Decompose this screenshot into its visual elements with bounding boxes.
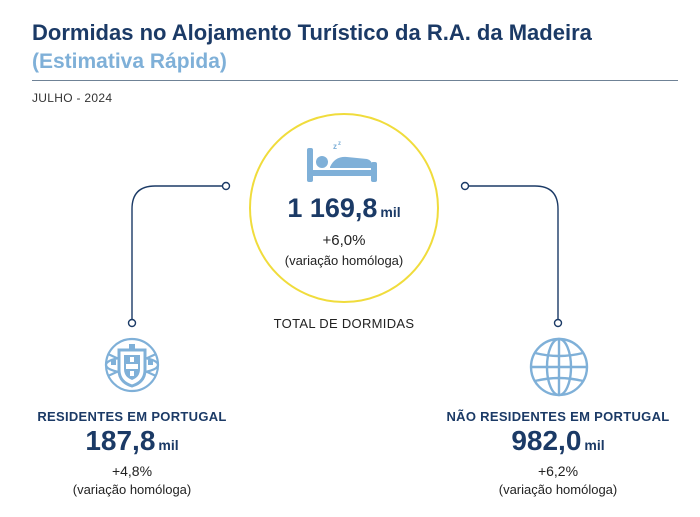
non-residents-label: NÃO RESIDENTES EM PORTUGAL: [446, 409, 670, 424]
total-value-unit: mil: [380, 204, 401, 220]
residents-value: 187,8 mil: [2, 425, 262, 457]
title-divider: [32, 80, 678, 81]
right-connector-bottom-dot: [553, 318, 563, 328]
total-circle: [249, 113, 439, 303]
left-connector-bottom-dot: [127, 318, 137, 328]
right-connector: [465, 185, 559, 322]
non-residents-change-note: (variação homóloga): [498, 482, 618, 497]
bed-icon: z z: [307, 141, 377, 182]
left-connector: [131, 185, 226, 322]
svg-text:z: z: [338, 141, 341, 147]
total-change: +6,0%: [322, 232, 366, 249]
non-residents-change: +6,2%: [537, 463, 579, 479]
left-connector-top-dot: [221, 181, 231, 191]
non-residents-value: 982,0 mil: [428, 425, 688, 457]
globe-icon: [529, 337, 589, 397]
total-change-note: (variação homóloga): [284, 253, 404, 268]
total-value-number: 1 169,8: [287, 193, 378, 223]
residents-change: +4,8%: [111, 463, 153, 479]
right-connector-top-dot: [460, 181, 470, 191]
total-value: 1 169,8 mil: [249, 193, 439, 224]
non-residents-value-unit: mil: [584, 437, 605, 453]
period-label: JULHO - 2024: [32, 91, 113, 105]
portugal-shield-icon: [104, 337, 160, 393]
page-title: Dormidas no Alojamento Turístico da R.A.…: [32, 20, 592, 45]
residents-label: RESIDENTES EM PORTUGAL: [37, 409, 227, 424]
residents-value-unit: mil: [158, 437, 179, 453]
non-residents-value-number: 982,0: [511, 425, 582, 456]
total-label: TOTAL DE DORMIDAS: [273, 316, 415, 331]
residents-change-note: (variação homóloga): [72, 482, 192, 497]
residents-value-number: 187,8: [85, 425, 156, 456]
svg-text:z: z: [333, 142, 337, 151]
page-subtitle: (Estimativa Rápida): [32, 50, 227, 73]
